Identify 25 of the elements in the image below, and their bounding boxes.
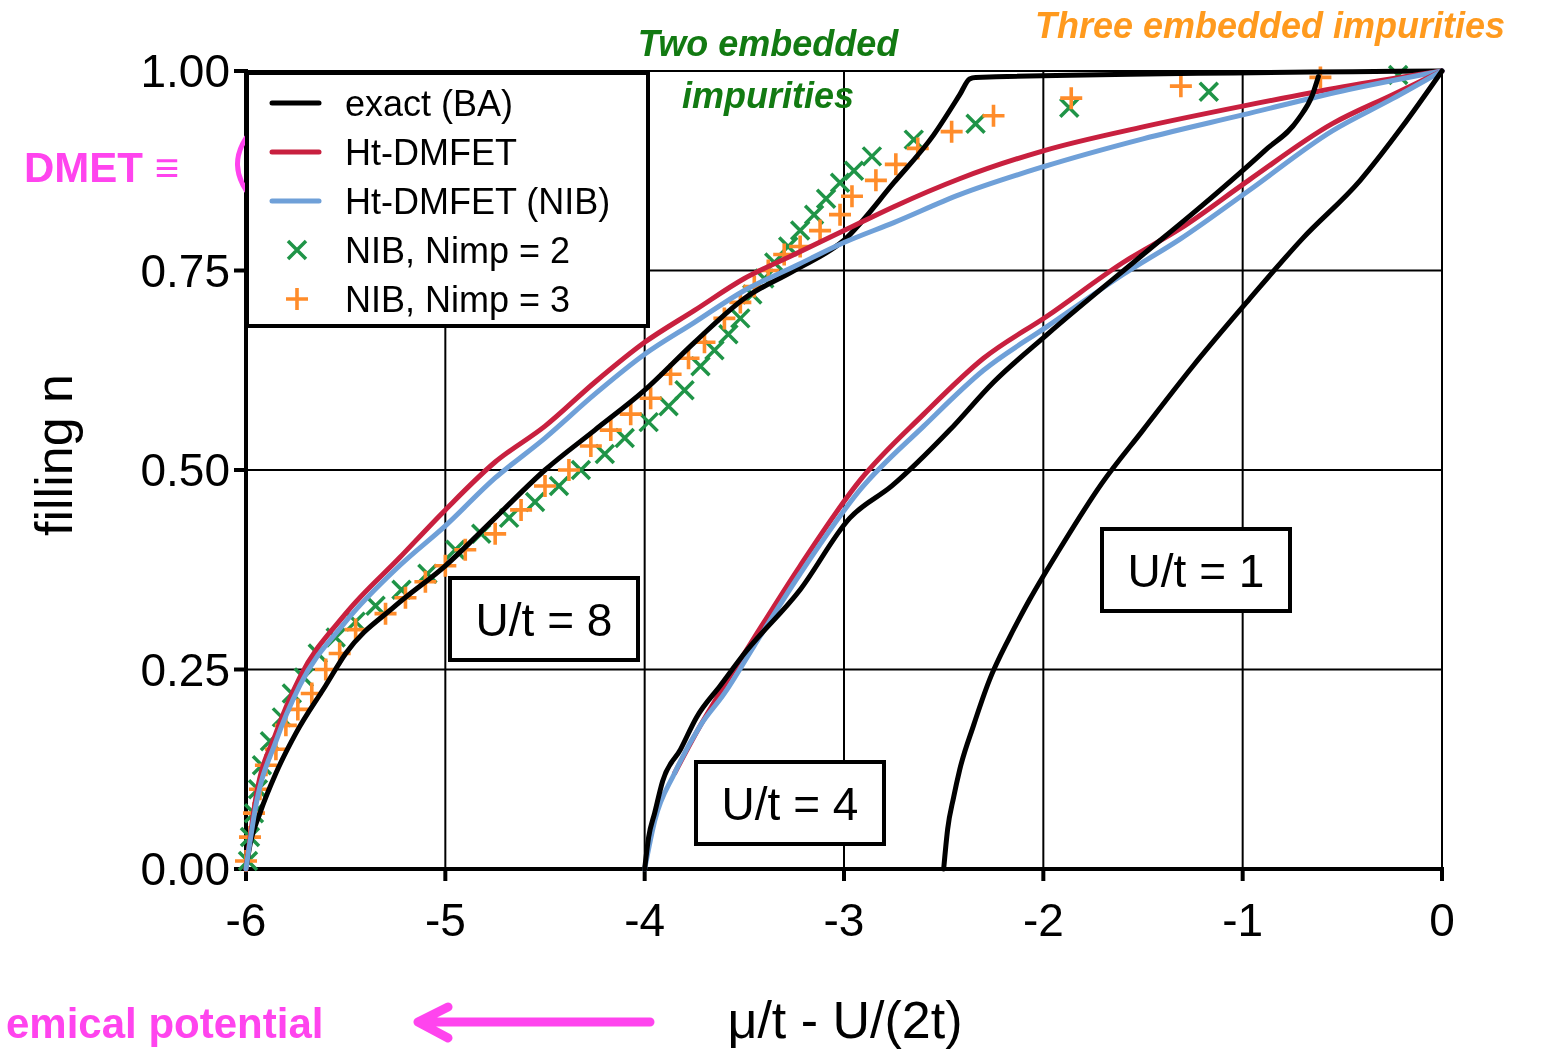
x-tick-label: -4 xyxy=(624,894,666,946)
y-tick-label: 0.25 xyxy=(140,643,230,696)
y-axis-title: filling n xyxy=(25,374,83,536)
legend-label: NIB, Nimp = 2 xyxy=(345,229,571,271)
x-tick-label: -6 xyxy=(225,894,267,946)
annotation: U/t = 4 xyxy=(721,777,859,830)
x-tick-label: 0 xyxy=(1429,894,1455,946)
x-axis-title: μ/t - U/(2t) xyxy=(727,991,963,1049)
legend-label: Ht-DMFET (NIB) xyxy=(345,180,611,222)
annotation: U/t = 8 xyxy=(475,593,613,646)
text: Three embedded impurities xyxy=(1034,5,1506,46)
legend-label: NIB, Nimp = 3 xyxy=(345,278,571,320)
legend-label: exact (BA) xyxy=(345,82,514,124)
y-tick-label: 0.75 xyxy=(140,244,230,297)
text: emical potential xyxy=(6,1000,324,1047)
text: DMET ≡ xyxy=(24,144,180,191)
x-tick-label: -1 xyxy=(1222,894,1264,946)
y-tick-label: 1.00 xyxy=(140,45,230,98)
y-tick-label: 0.50 xyxy=(140,444,230,497)
x-tick-label: -2 xyxy=(1022,894,1064,946)
annotation: U/t = 1 xyxy=(1127,544,1265,597)
legend-label: Ht-DMFET xyxy=(345,131,517,173)
x-tick-label: -5 xyxy=(424,894,466,946)
y-tick-label: 0.00 xyxy=(140,843,230,896)
x-tick-label: -3 xyxy=(823,894,865,946)
